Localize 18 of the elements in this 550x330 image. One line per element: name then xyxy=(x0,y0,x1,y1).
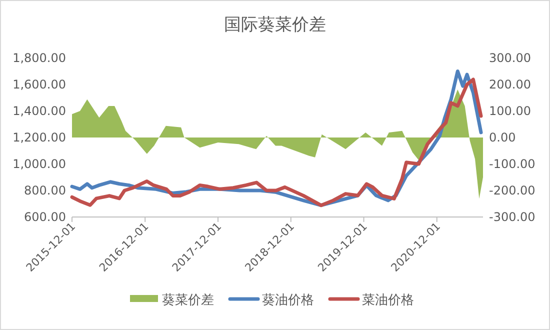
y-tick-label: 800.00 xyxy=(24,184,66,198)
y2-tick-label: 0.00 xyxy=(489,130,516,144)
y-tick-label: 1,200.00 xyxy=(12,130,66,144)
legend-label: 菜油价格 xyxy=(362,293,414,308)
y-tick-label: 1,800.00 xyxy=(12,51,66,65)
y-tick-label: 1,400.00 xyxy=(12,104,66,118)
legend-label: 葵菜价差 xyxy=(162,293,214,308)
legend-label: 葵油价格 xyxy=(262,293,314,308)
chart-title: 国际葵菜价差 xyxy=(224,15,326,35)
y-tick-label: 1,600.00 xyxy=(12,78,66,92)
y2-tick-label: -100.00 xyxy=(489,157,536,171)
y2-tick-label: 100.00 xyxy=(489,104,531,118)
y-tick-label: 600.00 xyxy=(24,210,66,224)
y2-tick-label: 300.00 xyxy=(489,51,531,65)
y2-tick-label: -200.00 xyxy=(489,184,536,198)
y2-tick-label: 200.00 xyxy=(489,78,531,92)
y-tick-label: 1,000.00 xyxy=(12,157,66,171)
y2-tick-label: -300.00 xyxy=(489,210,536,224)
